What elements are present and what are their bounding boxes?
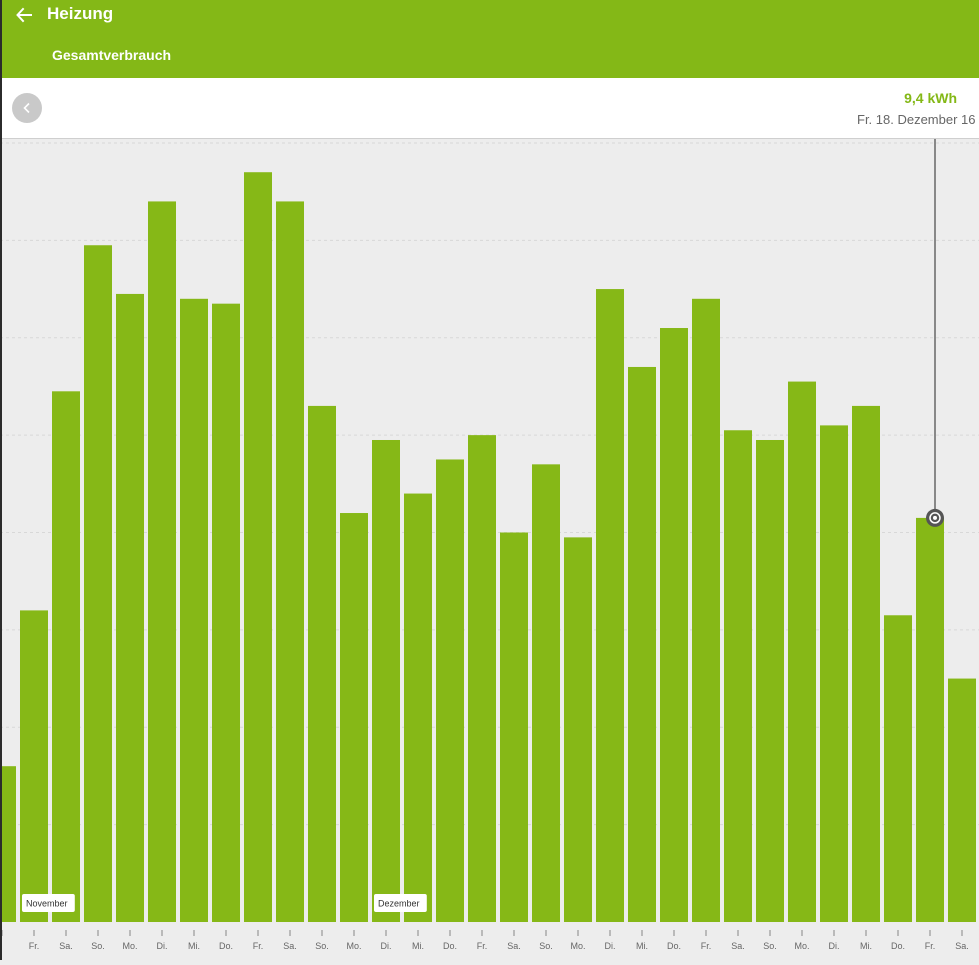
month-label: Dezember: [378, 899, 420, 909]
month-label: November: [26, 899, 68, 909]
tick-label: Mi.: [636, 941, 648, 951]
arrow-left-icon: [16, 7, 32, 23]
tick-label: Sa.: [955, 941, 969, 951]
tick-label: Do.: [667, 941, 681, 951]
window-edge: [0, 0, 2, 960]
tick-label: Sa.: [507, 941, 521, 951]
bar[interactable]: [948, 678, 976, 922]
tick-label: Mo.: [570, 941, 585, 951]
tick-label: So.: [315, 941, 329, 951]
tick-label: Fr.: [29, 941, 40, 951]
bar[interactable]: [340, 513, 368, 922]
bar[interactable]: [916, 517, 944, 922]
page-title: Heizung: [47, 4, 114, 23]
app-bar: Heizung Gesamtverbrauch: [0, 0, 979, 78]
selected-date: Fr. 18. Dezember 16: [857, 112, 976, 127]
bar[interactable]: [692, 298, 720, 922]
tick-label: Do.: [219, 941, 233, 951]
tick-label: Mi.: [412, 941, 424, 951]
bar[interactable]: [660, 328, 688, 922]
tick-label: Do.: [443, 941, 457, 951]
tick-label: Fr.: [701, 941, 712, 951]
bar[interactable]: [148, 201, 176, 923]
previous-period-button[interactable]: [12, 93, 42, 123]
bar[interactable]: [84, 245, 112, 922]
tick-label: So.: [763, 941, 777, 951]
tick-label: Mo.: [122, 941, 137, 951]
consumption-chart[interactable]: Fr. Sa. So. Mo. Di. Mi. Do. Fr. Sa. So. Mo. Di. Mi. D…: [0, 139, 979, 960]
bar[interactable]: [180, 298, 208, 922]
bar[interactable]: [116, 293, 144, 922]
bar[interactable]: [276, 201, 304, 923]
tick-label: Sa.: [59, 941, 73, 951]
bar[interactable]: [724, 430, 752, 922]
chevron-left-icon: [23, 102, 30, 114]
bar[interactable]: [788, 381, 816, 923]
bar[interactable]: [852, 405, 880, 923]
tick-label: Di.: [157, 941, 168, 951]
bar[interactable]: [372, 439, 400, 922]
tick-label: Di.: [381, 941, 392, 951]
bar[interactable]: [404, 493, 432, 922]
tick-label: Di.: [605, 941, 616, 951]
tick-label: So.: [91, 941, 105, 951]
month-label-box: [22, 894, 75, 912]
bar[interactable]: [564, 537, 592, 922]
bar[interactable]: [596, 289, 624, 922]
bar-chart-svg: Fr. Sa. So. Mo. Di. Mi. Do. Fr. Sa. So. Mo. Di. Mi. D…: [0, 139, 979, 951]
tick-label: Fr.: [925, 941, 936, 951]
selection-info-bar: 9,4 kWh Fr. 18. Dezember 16: [0, 78, 979, 139]
month-label-box: [374, 894, 427, 912]
tick-label: Sa.: [731, 941, 745, 951]
tick-label: Mi.: [860, 941, 872, 951]
tick-label: Fr.: [477, 941, 488, 951]
selection-marker-ring: [929, 512, 941, 524]
selection-marker-dot: [933, 515, 937, 520]
bar[interactable]: [628, 366, 656, 922]
tick-label: Do.: [891, 941, 905, 951]
bar[interactable]: [52, 391, 80, 922]
back-button[interactable]: [12, 3, 36, 27]
bar[interactable]: [308, 405, 336, 923]
tick-label: So.: [539, 941, 553, 951]
bar[interactable]: [500, 532, 528, 923]
tick-label: Mo.: [794, 941, 809, 951]
bar[interactable]: [20, 610, 48, 922]
tick-label: Mi.: [188, 941, 200, 951]
bar[interactable]: [0, 766, 16, 922]
bar[interactable]: [212, 303, 240, 922]
page-subtitle: Gesamtverbrauch: [52, 47, 172, 63]
bar[interactable]: [756, 439, 784, 922]
tick-label: Di.: [829, 941, 840, 951]
bar[interactable]: [532, 464, 560, 922]
tick-label: Sa.: [283, 941, 297, 951]
bar[interactable]: [468, 435, 496, 922]
bar[interactable]: [820, 425, 848, 922]
bar[interactable]: [436, 459, 464, 922]
tick-label: Fr.: [253, 941, 264, 951]
selected-value: 9,4 kWh: [904, 90, 957, 106]
bar[interactable]: [884, 615, 912, 922]
bar[interactable]: [244, 172, 272, 922]
tick-label: Mo.: [346, 941, 361, 951]
